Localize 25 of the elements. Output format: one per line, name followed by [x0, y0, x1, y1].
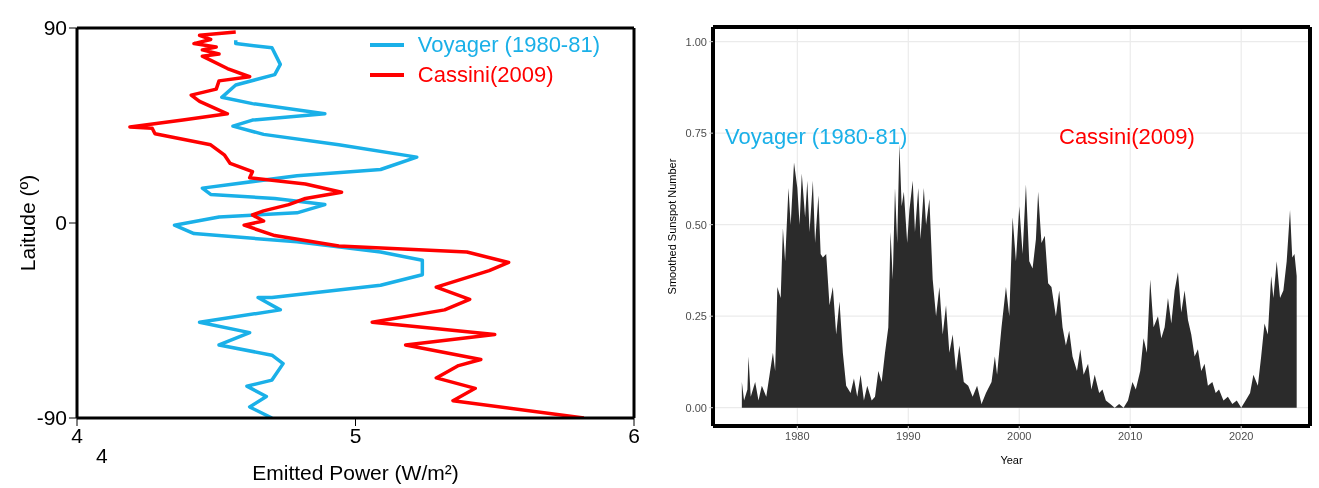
x-axis-title: Emitted Power (W/m²) — [252, 461, 459, 484]
y-tick-label: -90 — [36, 406, 67, 430]
y-tick-label: 0.50 — [685, 218, 707, 231]
y-tick-label: 0.25 — [685, 310, 707, 323]
x-tick-label: 4 — [71, 423, 84, 447]
x-tick-label: 6 — [628, 423, 640, 447]
x-axis-title: Year — [1000, 454, 1023, 466]
x-tick-label: 2020 — [1228, 429, 1254, 442]
x-tick-label: 1990 — [896, 429, 921, 442]
x-tick-label: 5 — [349, 423, 362, 447]
y-tick-label: 90 — [43, 16, 67, 40]
legend-label: Voyager (1980-81) — [417, 31, 600, 59]
x-tick-label: 2000 — [1007, 429, 1032, 442]
y-tick-label: 0.00 — [685, 401, 707, 414]
y-tick-label: 1.00 — [685, 35, 707, 48]
x-tick-label: 2010 — [1117, 429, 1143, 442]
y-axis-title: Smoothed Sunspot Number — [665, 158, 678, 295]
annotation: Cassini(2009) — [1059, 124, 1195, 150]
text: 4 — [96, 444, 108, 468]
legend-label: Cassini(2009) — [417, 61, 554, 89]
annotation: Voyager (1980-81) — [725, 124, 908, 150]
y-tick-label: 0.75 — [685, 127, 707, 140]
y-axis-title: Laitude (º) — [16, 174, 40, 272]
y-tick-label: 0 — [55, 211, 67, 235]
x-tick-label: 1980 — [785, 429, 810, 442]
